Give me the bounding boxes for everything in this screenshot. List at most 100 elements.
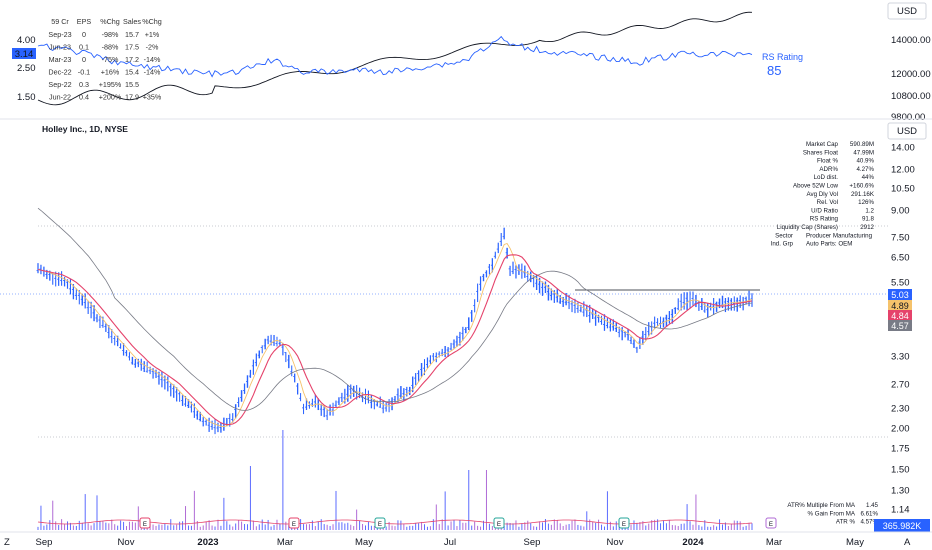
currency-badge-main[interactable]: [887, 122, 927, 140]
time-tick-label: Nov: [607, 537, 624, 548]
quarter-table-cell: Sep-23: [48, 30, 71, 39]
stat-label: RS Rating: [810, 216, 839, 223]
quarter-table-cell: -2%: [146, 43, 159, 52]
moving-averages: [37, 207, 753, 427]
quarter-table-cell: 0.3: [79, 80, 89, 89]
earnings-marker-label: E: [143, 521, 147, 528]
quarter-table-header: Sales: [123, 17, 141, 26]
quarter-table-cell: +1%: [145, 30, 160, 39]
stat-label: Above 52W Low: [793, 183, 839, 190]
volume-bars: [37, 430, 753, 530]
quarter-table-cell: 17.5: [125, 43, 139, 52]
price-axis[interactable]: 14.00 12.00 10.50 9.00 7.50 6.50 5.50 3.30 2.70 2…: [891, 143, 915, 516]
stat-label: Liquidity Cap (Shares): [777, 224, 838, 231]
quarter-table-cell: -14%: [144, 68, 161, 77]
price-tag-label: 4.57: [891, 321, 909, 331]
volume-ma-line: [37, 519, 753, 525]
reference-lines: [0, 225, 888, 438]
quarter-table-cell: 15.7: [125, 30, 139, 39]
stat-label: LoD dist.: [814, 174, 839, 181]
quarter-table-cell: -98%: [102, 30, 119, 39]
ma-stat-label: ATR% Multiple From MA: [787, 502, 855, 509]
stat-value: 2912: [860, 224, 874, 231]
earnings-marker-label: E: [622, 521, 626, 528]
stat-label: Ind. Grp: [771, 241, 794, 248]
quarter-table-cell: 15.4: [125, 68, 139, 77]
time-axis[interactable]: Sep Nov 2023 Mar May Jul Sep Nov 2024 Mar May: [36, 537, 865, 548]
stat-label: Market Cap: [806, 141, 839, 148]
earnings-marker-label: E: [378, 521, 382, 528]
stat-value: +160.6%: [849, 183, 874, 190]
quarter-table-cell: 0: [82, 55, 86, 64]
volume-tag: [874, 519, 930, 532]
currency-badge-top-label: USD: [897, 6, 917, 17]
price-tick-label: 9.00: [891, 206, 910, 217]
main-pane: Holley Inc., 1D, NYSE USD 14.00 12.00 10.5…: [0, 122, 930, 532]
quarter-table-cell: Sep-22: [48, 80, 71, 89]
price-tag-label: 5.03: [891, 290, 909, 300]
quarter-table-cell: +16%: [101, 68, 120, 77]
time-tick-label: May: [846, 537, 864, 548]
index-line: [37, 11, 753, 106]
time-tick-label: Mar: [766, 537, 782, 548]
stats-table: Market Cap 590.89M Shares Float 47.99M Float…: [771, 141, 875, 248]
quarter-table-cell: 0.1: [79, 43, 89, 52]
stat-label: Sector: [775, 232, 793, 239]
earnings-marker-label: E: [497, 521, 501, 528]
time-tick-label: Sep: [524, 537, 541, 548]
top-right-tick-label: 14000.00: [891, 35, 931, 46]
corner-label-left[interactable]: Z: [4, 537, 10, 548]
price-tick-label: 7.50: [891, 233, 910, 244]
quarter-table-cell: Jun-23: [49, 43, 71, 52]
top-pane: USD 4.00 3.14 2.50 1.50 14000.00 12000.00 108…: [12, 2, 931, 123]
earnings-marker[interactable]: [374, 517, 386, 529]
quarter-table-cell: +195%: [99, 80, 122, 89]
stat-value: 91.8: [862, 216, 875, 223]
time-tick-label: 2023: [197, 537, 218, 548]
price-tag: [888, 300, 912, 311]
ma-mid-line: [37, 254, 753, 426]
earnings-marker-label: E: [769, 521, 773, 528]
top-right-tick-label: 9800.00: [891, 112, 925, 123]
currency-badge-main-label: USD: [897, 126, 917, 137]
quarter-table-cell: Dec-22: [48, 68, 71, 77]
time-tick-label: Jul: [444, 537, 456, 548]
corner-label-right[interactable]: A: [904, 537, 911, 548]
relative-strength-line: [37, 35, 753, 78]
quarter-table-header: EPS: [77, 17, 92, 26]
price-tag: [888, 320, 912, 331]
stat-label: ADR%: [819, 166, 838, 173]
quarter-table-cell: 15.5: [125, 80, 139, 89]
earnings-marker[interactable]: [765, 517, 777, 529]
top-left-tick-label: 4.00: [17, 35, 36, 46]
top-right-tick-label: 10800.00: [891, 91, 931, 102]
earnings-marker[interactable]: [288, 517, 300, 529]
price-tick-label: 1.14: [891, 505, 910, 516]
rs-rating-label: RS Rating: [762, 52, 803, 62]
quarter-table-cell: +35%: [143, 93, 162, 102]
top-left-tick-label: 3.14: [15, 49, 34, 60]
earnings-marker[interactable]: [618, 517, 630, 529]
price-tick-label: 3.30: [891, 352, 910, 363]
rs-rating-value: 85: [767, 63, 781, 78]
price-tick-label: 10.50: [891, 184, 915, 195]
quarter-table-cell: 0.4: [79, 93, 89, 102]
stat-label: Float %: [817, 158, 838, 165]
price-tick-label: 5.50: [891, 278, 910, 289]
quarter-table-cell: +200%: [99, 93, 122, 102]
earnings-marker[interactable]: [139, 517, 151, 529]
stat-value: Auto Parts: OEM: [806, 241, 852, 248]
time-tick-label: 2024: [682, 537, 704, 548]
price-tick-label: 1.50: [891, 465, 910, 476]
currency-badge-top[interactable]: [887, 2, 927, 20]
stat-label: Avg Dly Vol: [806, 191, 838, 198]
earnings-marker[interactable]: [493, 517, 505, 529]
price-axis-tags: 5.034.894.844.57: [888, 289, 912, 331]
price-tag: [888, 289, 912, 300]
stat-value: 47.99M: [853, 149, 874, 156]
quarter-table-header: 59 Cr: [51, 17, 69, 26]
ma-stats-table: ATR% Multiple From MA 1.45 % Gain From MA 6…: [787, 502, 878, 526]
quarter-table-cell: 17.9: [125, 93, 139, 102]
